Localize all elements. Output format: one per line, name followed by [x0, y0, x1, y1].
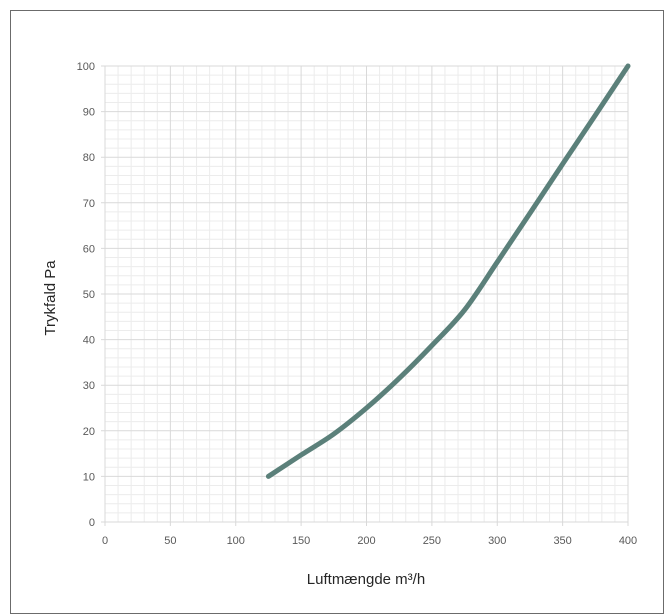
y-tick-label: 50 [83, 289, 95, 301]
y-tick-label: 90 [83, 107, 95, 119]
y-tick-label: 60 [83, 243, 95, 255]
x-tick-label: 0 [102, 535, 108, 547]
y-tick-label: 30 [83, 380, 95, 392]
series-layer [265, 63, 631, 479]
y-tick-label: 100 [77, 61, 95, 73]
x-tick-label: 400 [619, 535, 637, 547]
x-tick-labels: 0 50 100 150 200 250 300 350 400 [102, 535, 637, 547]
series-line [265, 63, 631, 479]
y-tick-label: 70 [83, 198, 95, 210]
y-tick-label: 0 [89, 517, 95, 529]
x-tick-label: 300 [488, 535, 506, 547]
x-axis-title: Luftmængde m³/h [307, 571, 425, 588]
y-tick-label: 10 [83, 471, 95, 483]
y-tick-label: 40 [83, 335, 95, 347]
x-tick-label: 250 [423, 535, 441, 547]
y-tick-label: 80 [83, 152, 95, 164]
y-tick-label: 20 [83, 426, 95, 438]
y-axis-title: Trykfald Pa [42, 260, 59, 336]
major-gridlines [101, 65, 629, 526]
y-tick-labels: 0 10 20 30 40 50 60 70 80 90 100 [77, 61, 95, 529]
x-tick-label: 350 [553, 535, 571, 547]
x-tick-label: 200 [357, 535, 375, 547]
x-tick-label: 100 [227, 535, 245, 547]
x-tick-label: 150 [292, 535, 310, 547]
x-tick-label: 50 [164, 535, 176, 547]
